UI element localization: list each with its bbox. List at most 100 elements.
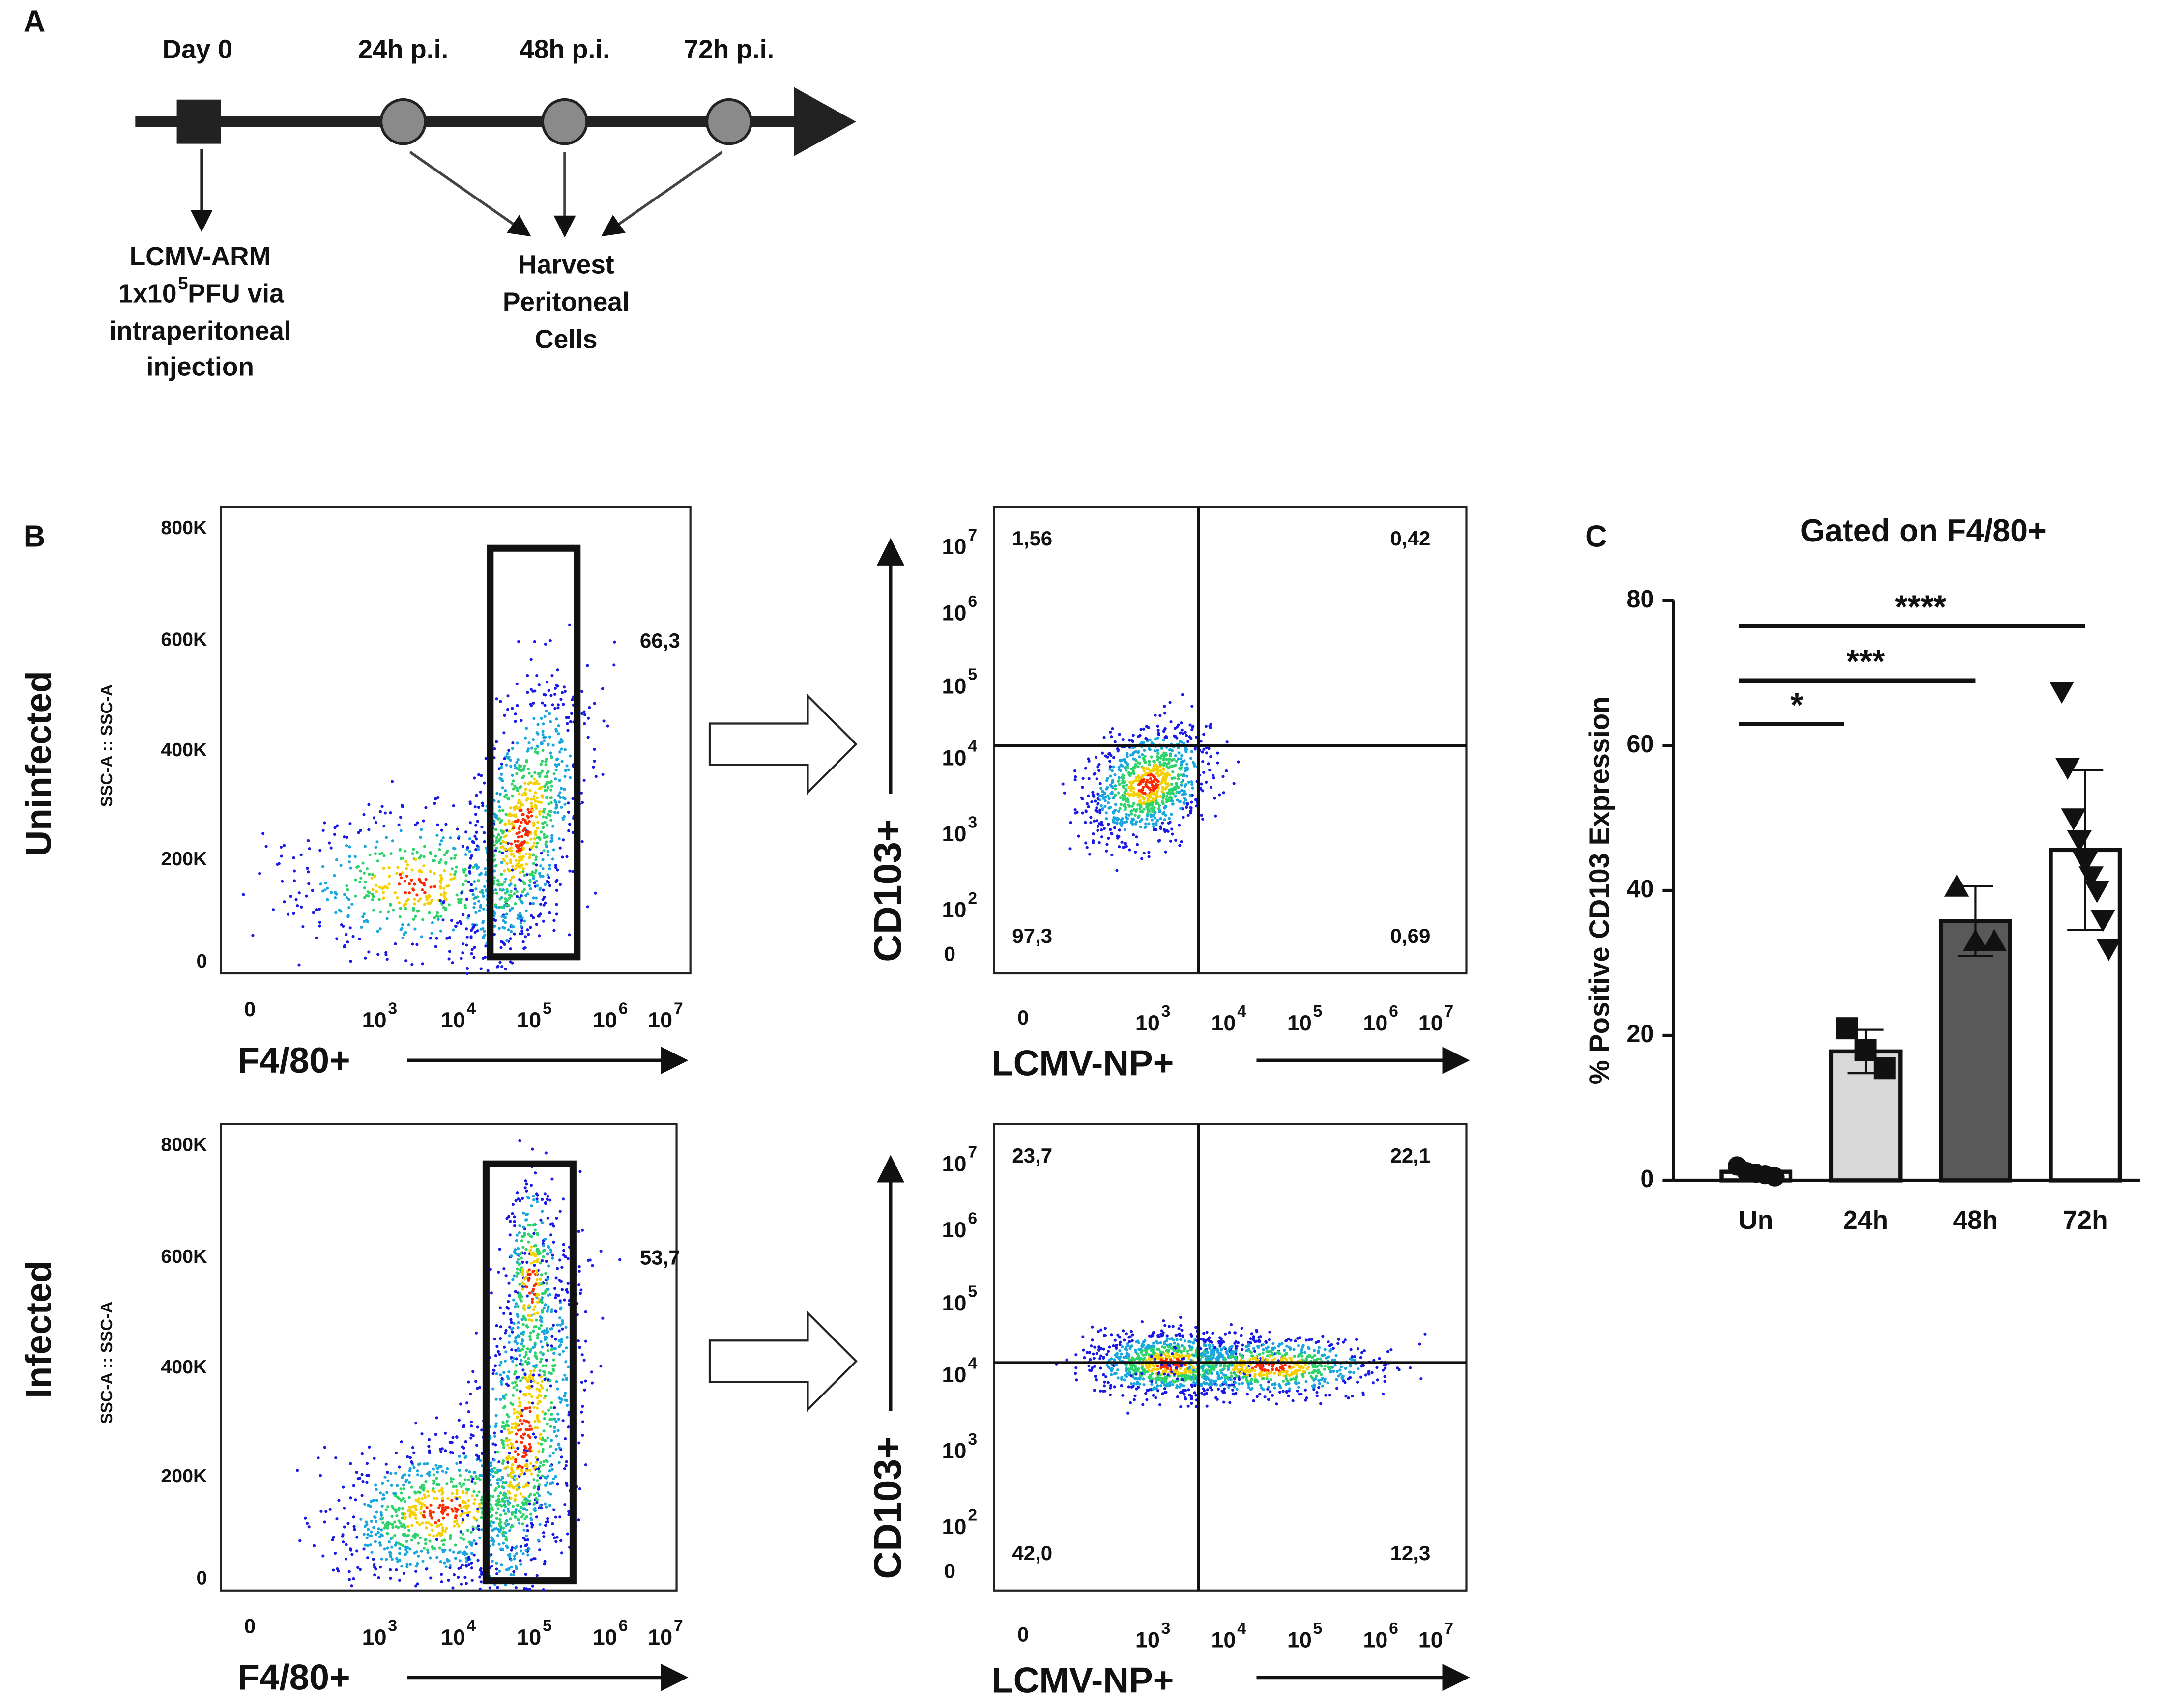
event-dot	[345, 933, 348, 936]
event-dot	[567, 829, 571, 832]
event-dot	[481, 801, 484, 805]
event-dot	[467, 880, 470, 884]
event-dot	[495, 1572, 499, 1576]
event-dot	[550, 1418, 554, 1421]
event-dot	[470, 1480, 474, 1483]
event-dot	[1144, 822, 1148, 826]
event-dot	[520, 916, 524, 920]
event-dot	[539, 801, 543, 804]
label: 6	[968, 592, 977, 611]
event-dot	[1179, 740, 1182, 743]
event-dot	[1186, 813, 1190, 817]
event-dot	[541, 1386, 544, 1390]
event-dot	[1117, 776, 1121, 779]
event-dot	[479, 790, 483, 794]
event-dot	[1174, 1333, 1178, 1337]
event-dot	[495, 697, 498, 701]
event-dot	[1158, 773, 1161, 777]
event-dot	[514, 1381, 517, 1384]
event-dot	[562, 1243, 565, 1246]
event-dot	[530, 797, 533, 801]
event-dot	[535, 1406, 539, 1410]
event-dot	[522, 888, 526, 891]
event-dot	[460, 957, 463, 960]
event-dot	[546, 1277, 549, 1281]
event-dot	[446, 1497, 450, 1500]
event-dot	[452, 1573, 456, 1577]
event-dot	[540, 1301, 544, 1304]
event-dot	[479, 1459, 482, 1462]
event-dot	[467, 1563, 471, 1566]
event-dot	[553, 1536, 556, 1539]
event-dot	[558, 846, 562, 850]
event-dot	[526, 1361, 530, 1365]
event-dot	[407, 1529, 411, 1532]
event-dot	[1156, 724, 1159, 728]
event-dot	[484, 873, 488, 876]
event-dot	[496, 1507, 500, 1510]
event-dot	[439, 1560, 442, 1564]
event-dot	[550, 756, 553, 759]
event-dot	[542, 722, 545, 726]
event-dot	[1190, 1402, 1193, 1405]
event-dot	[511, 1330, 514, 1334]
event-dot	[550, 1222, 554, 1225]
event-dot	[307, 839, 310, 842]
event-dot	[460, 1582, 463, 1586]
event-dot	[530, 774, 534, 778]
event-dot	[1084, 821, 1087, 824]
event-dot	[404, 931, 407, 934]
event-dot	[584, 1310, 587, 1313]
event-dot	[525, 1459, 529, 1463]
event-dot	[496, 1350, 500, 1353]
event-dot	[437, 1506, 441, 1509]
event-dot	[477, 1490, 481, 1494]
event-dot	[544, 693, 547, 697]
event-dot	[532, 853, 535, 856]
event-dot	[1164, 1391, 1168, 1394]
event-dot	[376, 1531, 380, 1534]
event-dot	[440, 1580, 443, 1584]
event-dot	[529, 1184, 533, 1187]
event-dot	[549, 1492, 552, 1496]
event-dot	[532, 877, 535, 880]
event-dot	[516, 1191, 519, 1195]
event-dot	[550, 784, 553, 788]
event-dot	[521, 1323, 525, 1327]
event-dot	[545, 1281, 548, 1285]
event-dot	[1104, 796, 1107, 799]
event-dot	[466, 846, 469, 849]
event-dot	[554, 1420, 558, 1423]
event-dot	[1137, 783, 1140, 787]
event-dot	[525, 814, 529, 818]
event-dot	[537, 1487, 540, 1491]
event-dot	[476, 1509, 480, 1513]
event-dot	[521, 855, 525, 858]
event-dot	[516, 1447, 520, 1450]
event-dot	[1108, 760, 1112, 763]
event-dot	[548, 1454, 552, 1458]
event-dot	[463, 1478, 467, 1481]
event-dot	[416, 1469, 419, 1473]
event-dot	[542, 1535, 546, 1538]
event-dot	[513, 1515, 517, 1518]
event-dot	[529, 1331, 532, 1335]
event-dot	[493, 924, 496, 928]
event-dot	[545, 681, 549, 684]
event-dot	[1119, 796, 1122, 799]
event-dot	[1194, 1394, 1198, 1397]
event-dot	[565, 1460, 568, 1463]
event-dot	[538, 1327, 541, 1330]
event-dot	[514, 902, 517, 906]
event-dot	[1156, 749, 1159, 752]
event-dot	[401, 856, 404, 860]
event-dot	[541, 1259, 544, 1262]
event-dot	[457, 1524, 461, 1528]
event-dot	[452, 804, 455, 808]
event-dot	[531, 1377, 534, 1381]
event-dot	[1163, 762, 1167, 765]
event-dot	[514, 1511, 518, 1514]
event-dot	[512, 1486, 515, 1489]
event-dot	[444, 1449, 447, 1452]
event-dot	[411, 942, 414, 946]
